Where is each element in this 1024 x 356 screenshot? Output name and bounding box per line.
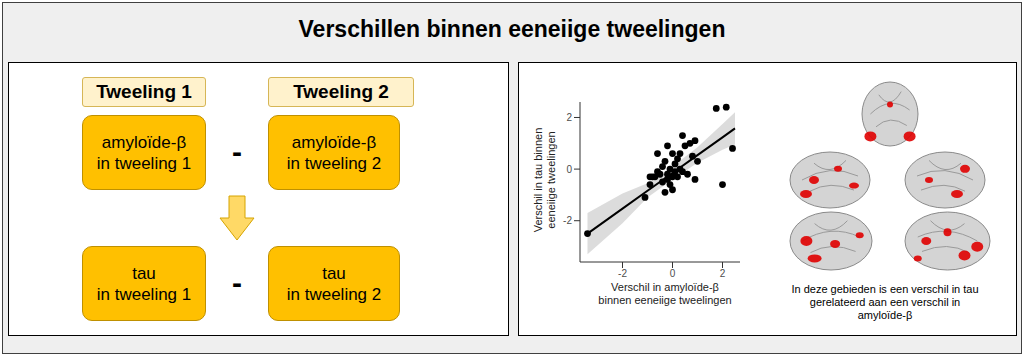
html-text:Tweeling 2: Tweeling 2 [293, 81, 389, 102]
svg-text:-2: -2 [563, 215, 572, 226]
svg-text:-2: -2 [618, 268, 627, 279]
svg-text:0: 0 [566, 164, 572, 175]
svg-text:2: 2 [720, 268, 726, 279]
html-text:Verschillen binnen eeneiige tw: Verschillen binnen eeneiige tweelingen [298, 16, 726, 42]
html-text:gerelateerd aan een verschil i: gerelateerd aan een verschil in [809, 296, 961, 308]
html-text:amyloïde-β: amyloïde-β [291, 132, 377, 152]
html-text:eeneiige tweelingen: eeneiige tweelingen [545, 131, 557, 229]
html-text:in tweeling 2: in tweeling 2 [286, 284, 382, 304]
html-text:Tweeling 1: Tweeling 1 [96, 81, 192, 102]
html-text:tau: tau [132, 263, 156, 283]
html-text:in tweeling 1: in tweeling 1 [96, 153, 192, 173]
html-text:in tweeling 1: in tweeling 1 [96, 284, 192, 304]
html-text:in tweeling 2: in tweeling 2 [286, 153, 382, 173]
html-text:binnen eeneiige tweelingen: binnen eeneiige tweelingen [598, 294, 732, 306]
html-text:tau: tau [322, 263, 346, 283]
html-text:amyloïde-β: amyloïde-β [101, 132, 187, 152]
html-text:Verschil in amyloïde-β: Verschil in amyloïde-β [611, 281, 719, 293]
svg-text:0: 0 [670, 268, 676, 279]
html-text:In deze gebieden is een versch: In deze gebieden is een verschil in tau [791, 283, 979, 295]
html-text:Verschil in tau binnen: Verschil in tau binnen [532, 127, 544, 233]
svg-text:2: 2 [566, 112, 572, 123]
html-text:amyloïde-β: amyloïde-β [857, 309, 913, 321]
